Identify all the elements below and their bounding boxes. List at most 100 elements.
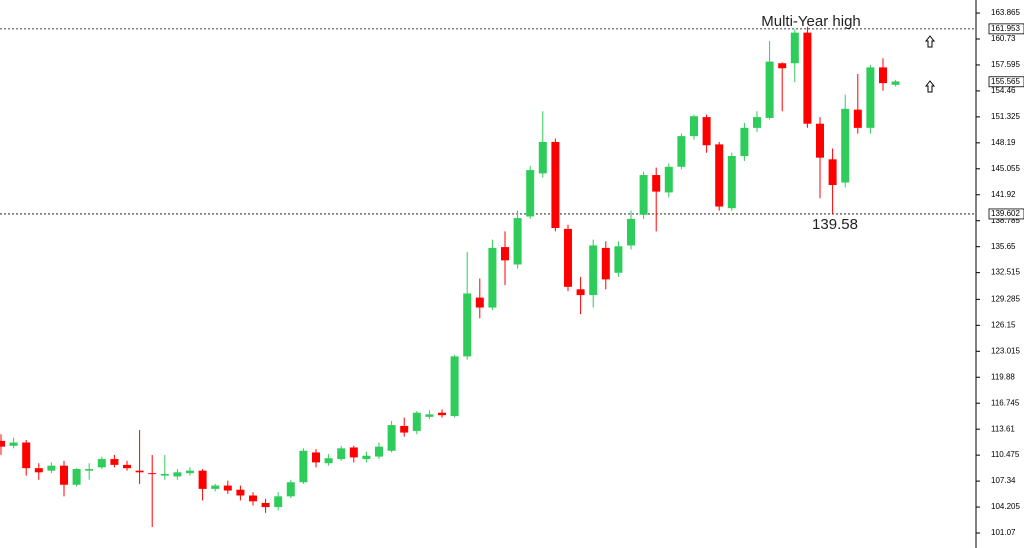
candle-body [551, 141, 560, 229]
candle-body [740, 127, 749, 157]
candle-body [148, 473, 157, 475]
candle-body [727, 156, 736, 209]
candle-body [85, 469, 94, 471]
y-tick-label: 138.785 [991, 216, 1020, 225]
candle-body [349, 447, 358, 458]
candle-body [362, 455, 371, 460]
candle-body [841, 108, 850, 183]
candle-body [475, 297, 484, 308]
candle-body [664, 166, 673, 193]
candle-body [715, 144, 724, 207]
candle-body [601, 247, 610, 280]
candle-body [110, 459, 119, 465]
candle-body [375, 446, 383, 457]
candle-body [299, 450, 308, 483]
candle-body [312, 452, 320, 463]
y-tick-label: 126.15 [991, 320, 1016, 329]
candle-body [564, 228, 572, 287]
price-tag [988, 23, 1024, 35]
y-tick-label: 101.07 [991, 528, 1016, 537]
price-tag-label: 139.602 [991, 209, 1020, 218]
candle-body [22, 442, 31, 469]
candle-body [576, 289, 585, 296]
price-tag-label: 155.565 [991, 77, 1020, 86]
candle-body [412, 412, 421, 431]
y-tick-label: 141.92 [991, 190, 1016, 199]
candle-body [790, 32, 799, 64]
candle-body [97, 459, 106, 468]
y-tick-label: 104.205 [991, 502, 1020, 511]
candle-body [223, 485, 232, 491]
candle-body [249, 495, 257, 502]
y-tick-label: 129.285 [991, 294, 1020, 303]
candle-body [488, 247, 497, 308]
candle-body [891, 81, 900, 85]
candle-body [186, 470, 194, 474]
candle-body [828, 159, 837, 185]
candle-body [324, 458, 333, 464]
candle-body [47, 465, 56, 471]
candle-body [0, 440, 5, 447]
y-tick-label: 135.65 [991, 242, 1016, 251]
y-tick-label: 163.865 [991, 8, 1020, 17]
candle-body [803, 32, 812, 124]
candle-body [211, 485, 220, 489]
candle-body [9, 442, 18, 446]
arrow-icon [924, 35, 936, 93]
candle-body [614, 246, 623, 273]
candle-body [274, 496, 283, 508]
annotation: Multi-Year high [761, 13, 861, 30]
candle-body [753, 117, 761, 128]
candle-body [501, 247, 509, 261]
candle-body [879, 67, 887, 84]
candle-body [526, 170, 535, 217]
candle-body [589, 245, 598, 296]
y-tick-label: 145.055 [991, 164, 1020, 173]
y-tick-label: 160.73 [991, 34, 1016, 43]
candle-body [173, 472, 182, 477]
y-tick-label: 107.34 [991, 476, 1016, 485]
annotation: 139.58 [812, 216, 858, 233]
y-tick-label: 123.015 [991, 346, 1020, 355]
candle-body [690, 116, 698, 137]
price-tag [988, 208, 1024, 220]
candle-body [425, 414, 434, 417]
candle-body [677, 136, 686, 167]
candle-body [463, 293, 472, 357]
candle-body [387, 425, 396, 451]
candle-body [866, 67, 875, 128]
y-tick-label: 113.61 [991, 424, 1015, 433]
candle-body [652, 175, 661, 192]
candle-body [236, 489, 245, 496]
y-tick-label: 116.745 [991, 398, 1020, 407]
candle-body [135, 470, 144, 473]
candle-body [198, 470, 207, 489]
y-tick-label: 148.19 [991, 138, 1016, 147]
candle-body [286, 482, 295, 497]
candle-body [72, 469, 81, 485]
candle-body [261, 502, 270, 508]
candle-body [639, 175, 648, 215]
candle-body [816, 123, 824, 158]
y-tick-label: 119.88 [991, 372, 1015, 381]
y-tick-label: 157.595 [991, 60, 1020, 69]
candle-body [627, 218, 635, 246]
y-tick-label: 132.515 [991, 268, 1020, 277]
candle-body [123, 464, 131, 469]
y-tick-label: 151.325 [991, 112, 1020, 121]
candle-body [400, 425, 409, 433]
candle-body [60, 465, 68, 485]
candle-body [34, 468, 43, 473]
candle-body [853, 109, 862, 128]
y-tick-label: 154.46 [991, 86, 1016, 95]
candle-body [337, 448, 346, 460]
candle-body [513, 218, 522, 265]
candle-body [765, 61, 774, 118]
price-tag-label: 161.953 [991, 24, 1020, 33]
candle-body [160, 473, 169, 476]
candle-body [702, 117, 711, 146]
y-tick-label: 110.475 [991, 450, 1020, 459]
candle-body [450, 356, 459, 417]
candle-body [538, 141, 547, 174]
